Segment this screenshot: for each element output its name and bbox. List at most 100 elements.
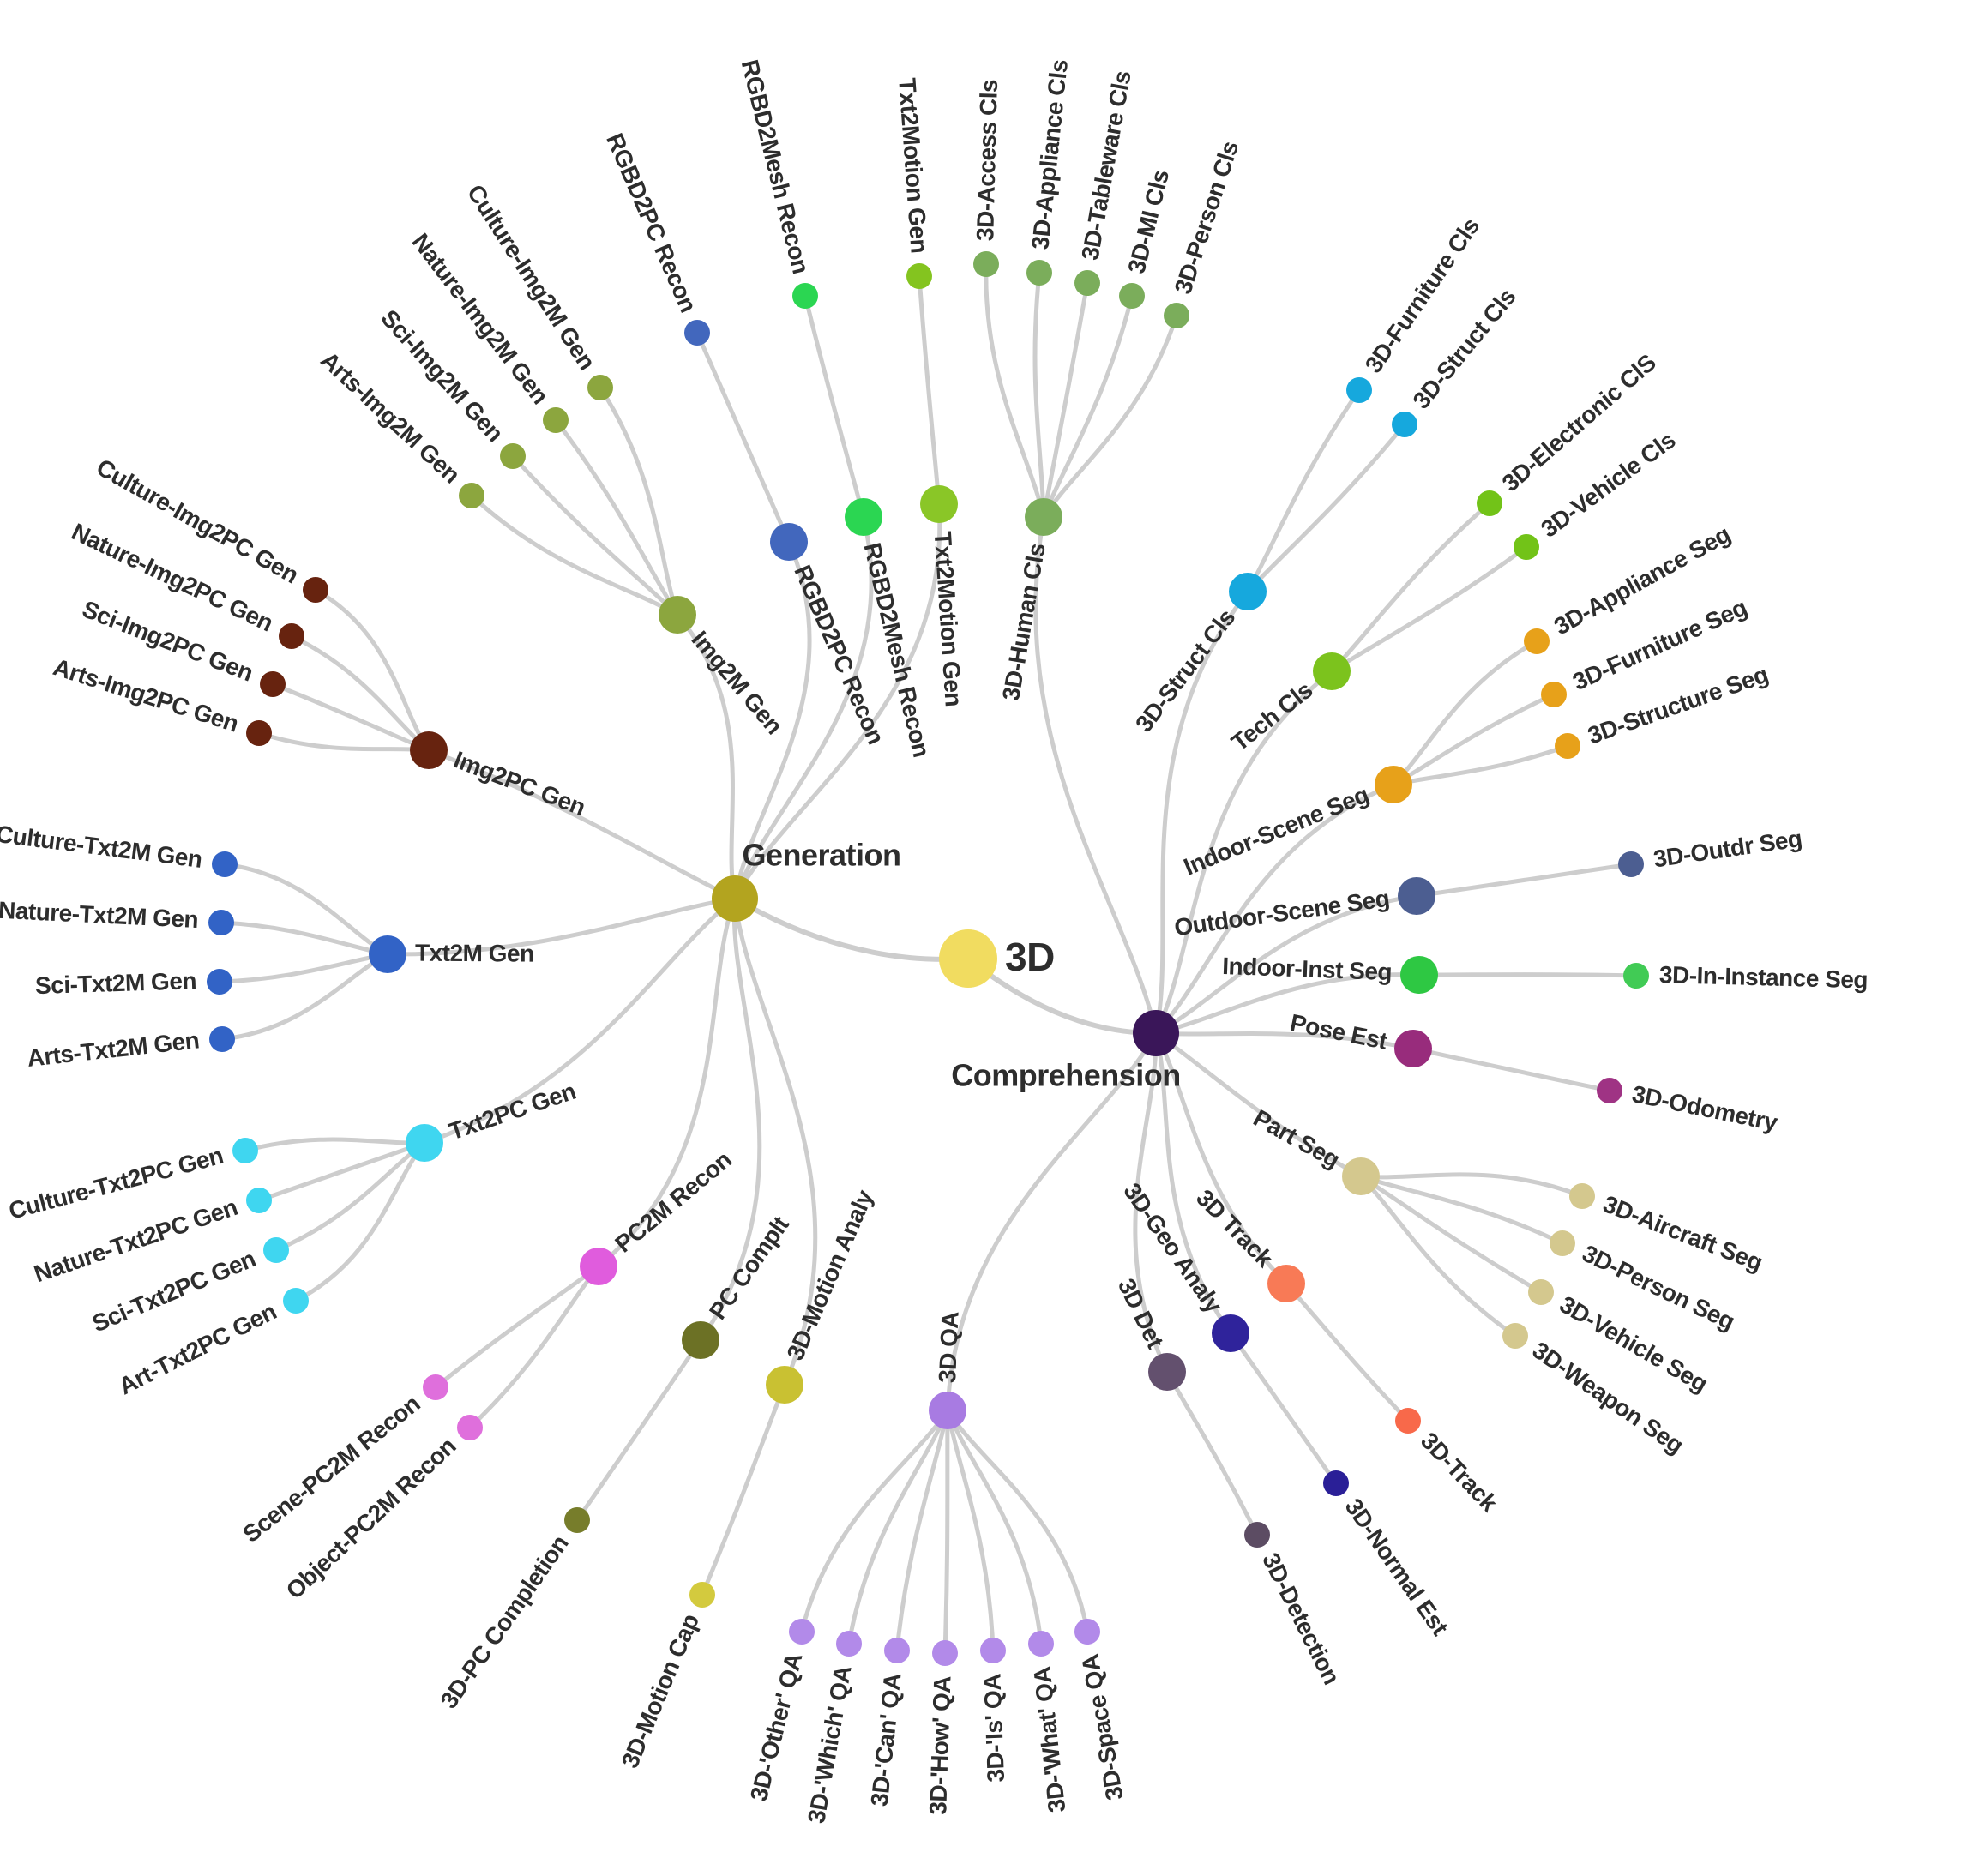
label-track: 3D Track	[1191, 1184, 1279, 1272]
label-img2m: Img2M Gen	[686, 626, 787, 739]
node-indoorscene-3	[1555, 733, 1580, 759]
node-img2pc-4	[246, 720, 272, 746]
label-track-1: 3D-Track	[1416, 1427, 1503, 1517]
edge-txt2m-txt2m-1	[222, 862, 390, 957]
node-gen	[712, 875, 758, 922]
label-comp: Comprehension	[951, 1058, 1181, 1093]
node-img2pc	[410, 731, 448, 769]
edge-img2m-img2m-2	[553, 418, 680, 617]
node-tech	[1313, 652, 1351, 690]
node-pc2m-2	[457, 1415, 483, 1440]
edge-img2m-img2m-1	[598, 385, 680, 617]
node-tech-1	[1477, 490, 1502, 516]
edge-qa-qa-2	[846, 1408, 950, 1646]
label-det: 3D Det	[1113, 1274, 1169, 1352]
node-qa-2	[836, 1631, 862, 1657]
label-txt2motion-1: Txt2Motion Gen	[894, 77, 933, 254]
edge-txt2m-txt2m-4	[220, 952, 390, 1042]
edge-human-human-4	[1041, 293, 1134, 520]
node-img2pc-2	[279, 623, 304, 649]
edge-partseg-partseg-4	[1358, 1174, 1518, 1338]
label-human-4: 3D-MI Cls	[1122, 167, 1174, 276]
edge-comp-geo	[1153, 1031, 1233, 1336]
label-motionanaly: 3D-Motion Analy	[782, 1186, 879, 1364]
node-img2m-4	[459, 483, 484, 508]
edge-gen-rgbd2mesh	[732, 514, 874, 901]
node-qa-5	[980, 1638, 1006, 1663]
edge-human-human-2	[1032, 270, 1046, 520]
node-det-1	[1244, 1522, 1270, 1548]
edge-rgbd2pc-rgbd2pc-1	[695, 330, 791, 544]
edge-qa-qa-4	[942, 1408, 950, 1656]
node-pose-1	[1597, 1078, 1622, 1103]
edge-gen-pc2m	[596, 896, 737, 1269]
edge-gen-img2pc	[426, 748, 737, 901]
node-root	[939, 929, 997, 988]
node-partseg-3	[1528, 1279, 1554, 1305]
label-pc2m-1: Scene-PC2M Recon	[238, 1390, 424, 1548]
node-pc2m-1	[423, 1374, 448, 1400]
label-pose: Pose Est	[1288, 1009, 1389, 1055]
label-pccomplt-1: 3D-PC Completion	[435, 1530, 573, 1713]
node-txt2pc-3	[263, 1237, 289, 1263]
node-txt2m-1	[212, 851, 238, 877]
label-txt2m-1: Culture-Txt2M Gen	[0, 821, 203, 873]
label-img2pc: Img2PC Gen	[450, 746, 589, 821]
node-qa-7	[1074, 1619, 1100, 1645]
edge-comp-det	[1133, 1031, 1170, 1374]
label-geo-1: 3D-Normal Est	[1340, 1494, 1453, 1640]
node-txt2pc-1	[232, 1138, 258, 1163]
edge-img2pc-img2pc-3	[270, 682, 431, 753]
edge-outdoorscene-outdoorscene-1	[1414, 862, 1634, 899]
node-human-4	[1119, 283, 1145, 309]
node-rgbd2pc	[770, 523, 808, 561]
node-motionanaly-1	[689, 1582, 715, 1608]
node-pccomplt	[682, 1321, 719, 1359]
node-outdoorscene-1	[1618, 851, 1644, 877]
edge-tech-tech-2	[1329, 544, 1529, 674]
edge-tech-tech-1	[1329, 501, 1492, 674]
node-human-5	[1164, 303, 1189, 328]
edge-gen-txt2pc	[422, 896, 737, 1145]
edge-partseg-partseg-2	[1358, 1174, 1565, 1246]
node-rgbd2mesh	[845, 498, 882, 536]
edge-struct-struct-2	[1245, 422, 1407, 594]
node-human-2	[1026, 260, 1052, 286]
edge-pccomplt-pccomplt-1	[575, 1338, 703, 1523]
node-motionanaly	[766, 1366, 803, 1404]
node-comp	[1133, 1010, 1179, 1056]
node-indoorinst	[1400, 956, 1438, 994]
label-qa-2: 3D-'Which' QA	[803, 1663, 857, 1825]
label-motionanaly-1: 3D-Motion Cap	[617, 1610, 704, 1771]
edge-human-human-5	[1041, 313, 1179, 520]
label-human-3: 3D-Tableware Cls	[1076, 69, 1135, 262]
node-pccomplt-1	[564, 1507, 590, 1533]
label-human-1: 3D-Access Cls	[972, 80, 1002, 242]
edge-track-track-1	[1284, 1281, 1411, 1423]
edge-qa-qa-3	[894, 1408, 950, 1653]
edge-img2pc-img2pc-4	[256, 731, 431, 753]
label-qa-7: 3D-Space QA	[1076, 1652, 1128, 1802]
node-qa-6	[1028, 1631, 1054, 1657]
node-rgbd2mesh-1	[792, 283, 818, 309]
node-partseg	[1342, 1157, 1380, 1195]
edge-comp-outdoorscene	[1153, 893, 1419, 1036]
node-struct-1	[1346, 377, 1372, 403]
node-txt2m-3	[207, 969, 232, 995]
node-human-3	[1074, 270, 1100, 296]
edge-qa-qa-5	[945, 1408, 996, 1653]
edge-motionanaly-motionanaly-1	[700, 1382, 787, 1597]
edge-comp-qa	[945, 1031, 1159, 1413]
label-txt2m-4: Arts-Txt2M Gen	[26, 1026, 201, 1072]
edge-comp-struct	[1153, 589, 1250, 1036]
node-txt2motion-1	[906, 263, 932, 289]
node-partseg-2	[1550, 1230, 1575, 1256]
label-txt2m: Txt2M Gen	[415, 940, 534, 967]
node-indoorscene-1	[1524, 628, 1550, 654]
node-txt2m-2	[208, 910, 234, 935]
node-qa-3	[884, 1638, 910, 1663]
label-img2m-1: Culture-Img2M Gen	[462, 180, 600, 375]
node-partseg-4	[1502, 1323, 1528, 1349]
label-qa-5: 3D-'Is' QA	[978, 1673, 1009, 1783]
node-qa-4	[932, 1640, 958, 1666]
